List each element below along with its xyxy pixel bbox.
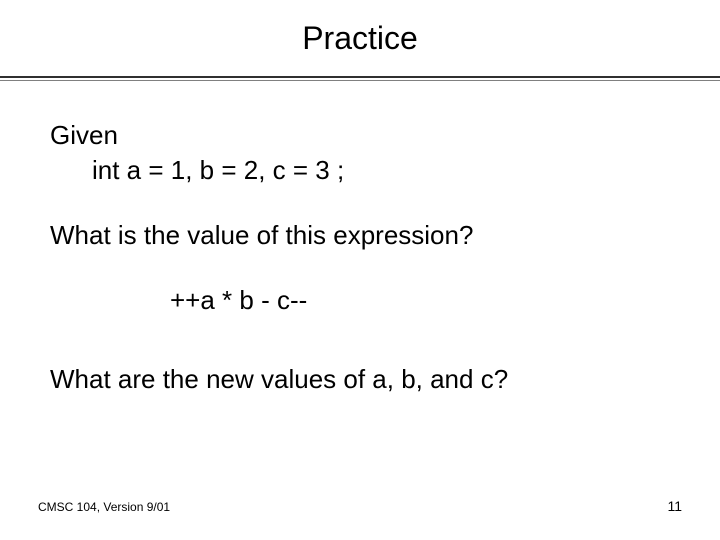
line-expression: ++a * b - c-- (170, 283, 670, 318)
slide: Practice Given int a = 1, b = 2, c = 3 ;… (0, 0, 720, 540)
rule-thick (0, 76, 720, 78)
line-question-1: What is the value of this expression? (50, 218, 670, 253)
rule-thin (0, 80, 720, 81)
slide-body: Given int a = 1, b = 2, c = 3 ; What is … (50, 118, 670, 397)
footer-page-number: 11 (667, 498, 682, 514)
footer-course: CMSC 104, Version 9/01 (38, 500, 170, 514)
line-declaration: int a = 1, b = 2, c = 3 ; (92, 153, 670, 188)
line-given: Given (50, 118, 670, 153)
line-question-2: What are the new values of a, b, and c? (50, 362, 670, 397)
slide-title: Practice (0, 20, 720, 57)
title-rule (0, 76, 720, 80)
